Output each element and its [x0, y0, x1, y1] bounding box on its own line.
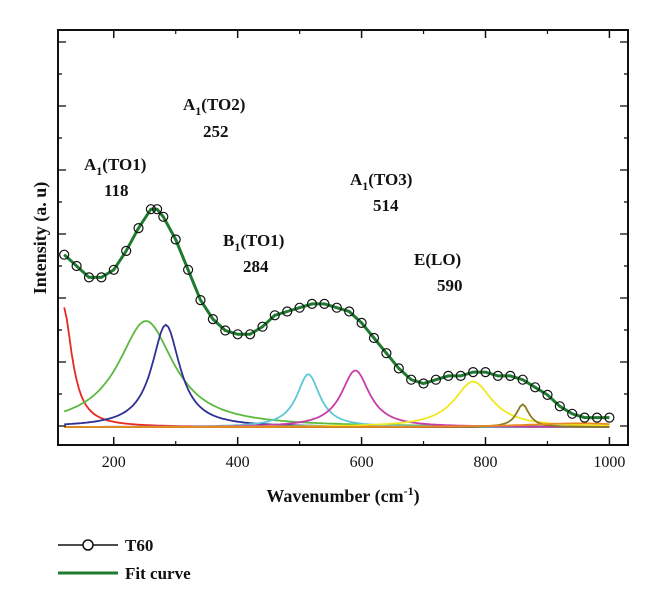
data-point-t60 — [406, 374, 417, 385]
data-point-t60 — [306, 298, 318, 309]
data-point-t60 — [480, 367, 491, 378]
peak-annotation-main: A — [183, 95, 196, 114]
peak-annotation-b1-to1: B1(TO1) 284 — [223, 231, 284, 276]
peak-annotation-e-lo: E(LO) 590 — [414, 250, 463, 295]
peak-annotation-value: 514 — [373, 196, 399, 215]
peak-annotation-sub: 1 — [195, 104, 201, 118]
data-point-t60 — [158, 211, 169, 222]
x-tick-label: 600 — [350, 454, 374, 471]
data-point-t60 — [393, 363, 404, 374]
data-point-t60 — [183, 264, 194, 275]
data-point-t60 — [145, 204, 156, 215]
data-point-t60 — [418, 378, 429, 389]
x-tick-label: 200 — [102, 454, 126, 471]
x-axis-title-close: ) — [414, 486, 420, 507]
svg-text:B1(TO1): B1(TO1) — [223, 231, 284, 254]
peak-annotation-value: 252 — [203, 122, 229, 141]
peak-annotation-sub: 1 — [362, 179, 368, 193]
data-point-t60 — [517, 374, 528, 385]
peak-annotation-value: 118 — [104, 181, 129, 200]
peak-annotation-suffix: (TO2) — [201, 95, 245, 114]
svg-text:A1(TO1): A1(TO1) — [84, 155, 146, 178]
component-curve — [64, 422, 610, 428]
data-point-t60 — [505, 370, 516, 381]
component-curves — [63, 307, 610, 428]
data-point-t60 — [207, 314, 218, 325]
x-axis-title-main: Wavenumber (cm — [266, 486, 403, 507]
data-point-t60 — [455, 370, 466, 381]
data-point-t60 — [604, 412, 615, 423]
plot-frame — [57, 29, 629, 446]
data-point-t60 — [282, 306, 293, 317]
x-tick-label: 800 — [474, 454, 498, 471]
series-line-t60 — [63, 208, 610, 419]
series-line-fit-curve — [63, 207, 610, 420]
peak-annotation-value: 590 — [437, 276, 463, 295]
data-point-t60 — [269, 310, 280, 321]
x-axis-title: Wavenumber (cm-1) — [266, 484, 419, 507]
legend-label-t60: T60 — [125, 536, 153, 555]
data-point-t60 — [542, 389, 553, 400]
data-point-t60 — [331, 302, 342, 313]
data-point-t60 — [579, 412, 590, 423]
data-point-t60 — [356, 317, 367, 328]
peak-annotation-main: A — [84, 155, 97, 174]
data-point-t60 — [170, 234, 181, 245]
peak-annotation-main: B — [223, 231, 234, 250]
data-point-t60 — [567, 408, 578, 419]
data-point-t60 — [492, 370, 503, 381]
peak-annotation-main: A — [350, 170, 363, 189]
x-tick-label: 1000 — [593, 454, 625, 471]
data-point-t60 — [232, 329, 243, 340]
data-point-t60 — [133, 223, 144, 234]
data-series — [59, 204, 615, 423]
peak-annotation-a1-to1: A1(TO1) 118 — [84, 155, 146, 200]
peak-annotation-a1-to2: A1(TO2) 252 — [183, 95, 245, 141]
legend-item-t60: T60 — [58, 536, 153, 555]
data-point-t60 — [71, 260, 82, 272]
data-point-t60 — [83, 272, 95, 283]
legend-label-fit-curve: Fit curve — [125, 564, 191, 583]
data-point-t60 — [108, 264, 119, 275]
component-curve — [64, 380, 610, 428]
data-point-t60 — [344, 306, 355, 317]
data-point-t60 — [245, 329, 256, 340]
y-axis-title: Intensity (a. u) — [30, 182, 51, 295]
x-axis-title-sup: -1 — [404, 484, 414, 498]
data-point-t60 — [443, 370, 454, 381]
peak-annotation-suffix: E(LO) — [414, 250, 461, 269]
peak-annotation-suffix: (TO3) — [368, 170, 412, 189]
data-point-t60 — [368, 332, 380, 344]
data-point-t60 — [59, 249, 70, 260]
data-point-t60 — [257, 321, 268, 332]
data-point-t60 — [319, 298, 330, 309]
data-point-t60 — [220, 325, 231, 336]
data-point-t60 — [381, 348, 392, 359]
peak-annotation-a1-to3: A1(TO3) 514 — [350, 170, 412, 215]
data-point-t60 — [430, 374, 441, 385]
peak-annotation-value: 284 — [243, 257, 269, 276]
data-point-t60 — [591, 412, 603, 423]
data-point-t60 — [195, 295, 206, 306]
peak-annotation-sub: 1 — [96, 164, 102, 178]
peak-annotation-suffix: (TO1) — [102, 155, 146, 174]
data-point-t60 — [529, 382, 541, 393]
data-point-t60 — [121, 245, 132, 256]
svg-text:A1(TO3): A1(TO3) — [350, 170, 412, 193]
svg-text:A1(TO2): A1(TO2) — [183, 95, 245, 118]
data-point-t60 — [152, 204, 163, 215]
x-tick-label: 400 — [226, 454, 250, 471]
axis-ticks: 200 400 600 800 1000 — [58, 30, 628, 471]
peak-annotation-suffix: (TO1) — [240, 231, 284, 250]
legend-marker-t60 — [82, 539, 94, 551]
legend: T60 Fit curve — [58, 536, 191, 583]
data-point-t60 — [554, 401, 565, 412]
data-point-t60 — [294, 302, 305, 313]
legend-item-fit-curve: Fit curve — [58, 564, 191, 583]
data-point-t60 — [468, 367, 479, 378]
data-point-t60 — [96, 272, 107, 283]
peak-annotation-sub: 1 — [234, 240, 240, 254]
